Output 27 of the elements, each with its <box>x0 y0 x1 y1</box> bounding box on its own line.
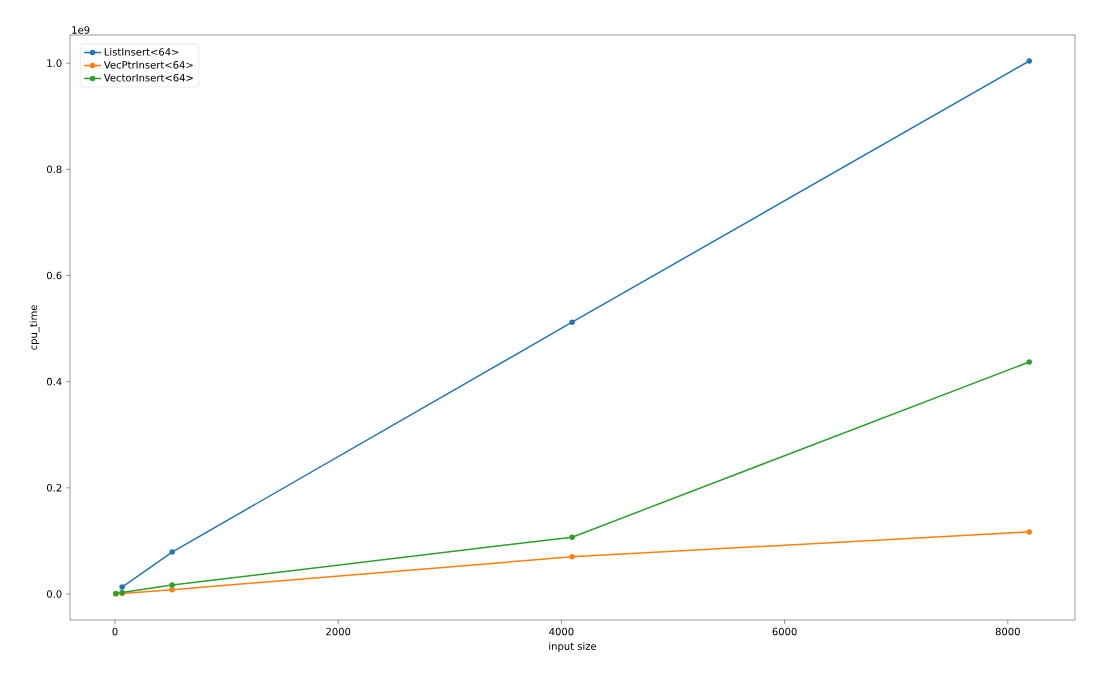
point <box>169 586 175 593</box>
y-tick-label: 0.2 <box>46 484 62 492</box>
point <box>119 584 125 590</box>
y-tick-label: 0.0 <box>46 590 62 598</box>
point <box>1026 359 1032 365</box>
point <box>169 549 175 555</box>
x-tick-label: 0 <box>112 627 118 636</box>
point <box>569 319 575 325</box>
point <box>1026 58 1032 64</box>
legend-label: VecPtrInsert<64> <box>103 61 193 69</box>
legend-label: VectorInsert<64> <box>103 73 193 82</box>
legend-label: ListInsert<64> <box>104 47 179 56</box>
point <box>1026 529 1032 535</box>
point <box>569 534 575 540</box>
y-tick-label: 0.8 <box>46 165 62 174</box>
y-tick-label: 1.0 <box>47 59 62 67</box>
x-axis-title: input size <box>549 642 597 652</box>
text: 1e9 <box>72 26 90 34</box>
x-tick-label: 8000 <box>995 627 1020 636</box>
x-tick-label: 6000 <box>772 627 797 636</box>
x-tick-label: 2000 <box>326 627 351 636</box>
x-tick-label: 4000 <box>549 627 574 636</box>
point <box>569 554 575 560</box>
point <box>169 582 175 588</box>
y-tick-label: 0.4 <box>46 377 62 386</box>
y-tick-label: 0.6 <box>46 271 62 280</box>
y-axis-title: cpu_time <box>29 305 40 350</box>
